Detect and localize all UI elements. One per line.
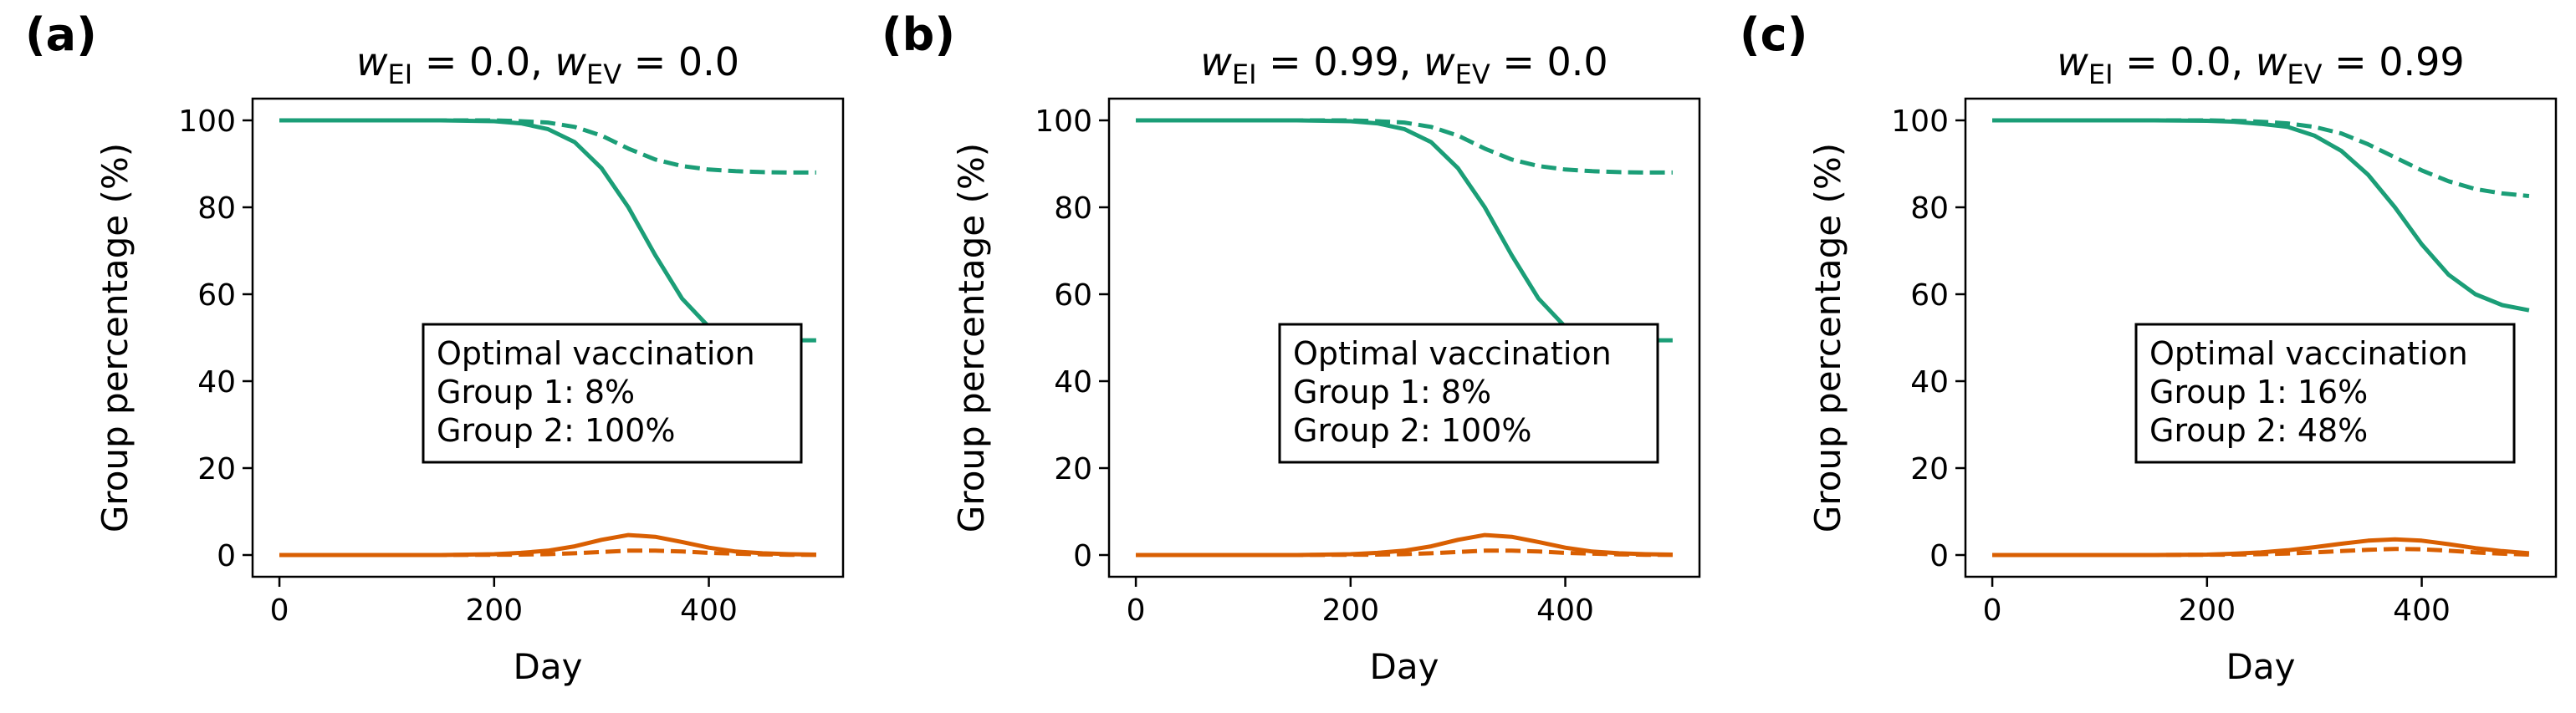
plot-area — [1992, 118, 2530, 558]
series-line-green-dashed — [1992, 118, 2530, 198]
series-line-orange-solid — [1136, 532, 1673, 558]
x-tick-label: 400 — [2393, 593, 2451, 628]
chart-title: wEI = 0.0, wEV = 0.99 — [2057, 39, 2464, 90]
series-line-green-dashed — [1136, 118, 1673, 175]
panel-label: (b) — [882, 8, 955, 61]
y-tick-label: 60 — [1054, 278, 1092, 313]
y-tick-label: 40 — [1054, 365, 1092, 400]
x-tick-label: 200 — [1321, 593, 1379, 628]
chart-panel-1: (a) wEI = 0.0, wEV = 0.0 0 20 40 60 80 100 0 200 4… — [25, 8, 845, 687]
y-tick-label: 0 — [1073, 539, 1092, 573]
series-line-green-solid — [1992, 118, 2530, 313]
x-tick-label: 0 — [1983, 593, 2002, 628]
y-tick-label: 80 — [1910, 191, 1949, 226]
series-line-orange-solid — [279, 532, 816, 558]
y-axis-label: Group percentage (%) — [95, 143, 135, 532]
y-tick-label: 80 — [197, 191, 236, 226]
x-tick-label: 400 — [1536, 593, 1594, 628]
x-tick-label: 0 — [270, 593, 289, 628]
y-tick-label: 100 — [1891, 104, 1949, 139]
x-tick-label: 400 — [680, 593, 738, 628]
series-line-green-dashed — [279, 118, 816, 175]
series-line-green-solid — [1136, 118, 1673, 343]
chart-title: wEI = 0.0, wEV = 0.0 — [356, 39, 739, 90]
y-axis-label: Group percentage (%) — [951, 143, 992, 532]
axes-frame — [251, 97, 845, 578]
annotation-line: Group 2: 100% — [1293, 412, 1531, 449]
panel-label: (c) — [1740, 8, 1807, 61]
chart-panel-3: (c) wEI = 0.0, wEV = 0.99 0 20 40 60 80 100 0 200… — [1740, 8, 2558, 687]
x-tick-label: 200 — [465, 593, 523, 628]
y-tick-label: 0 — [1929, 539, 1949, 573]
y-tick-label: 80 — [1054, 191, 1092, 226]
y-tick-label: 20 — [1054, 452, 1092, 486]
y-tick-label: 60 — [197, 278, 236, 313]
panel-label: (a) — [25, 8, 97, 61]
annotation-frame — [2134, 323, 2516, 464]
y-axis-label: Group percentage (%) — [1807, 143, 1848, 532]
annotation-line: Optimal vaccination — [437, 335, 755, 372]
annotation-frame — [1278, 323, 1659, 464]
series-line-orange-dashed — [279, 548, 816, 558]
x-axis-label: Day — [1370, 646, 1439, 687]
annotation-line: Group 1: 16% — [2149, 374, 2368, 410]
y-tick-label: 20 — [1910, 452, 1949, 486]
y-tick-label: 60 — [1910, 278, 1949, 313]
series-line-green-solid — [279, 118, 816, 343]
axes-frame — [1107, 97, 1701, 578]
annotation-line: Optimal vaccination — [2149, 335, 2468, 372]
axes-frame — [1964, 97, 2558, 578]
y-tick-label: 20 — [197, 452, 236, 486]
y-tick-label: 40 — [197, 365, 236, 400]
annotation-frame — [422, 323, 803, 464]
x-axis-label: Day — [2226, 646, 2296, 687]
x-tick-label: 200 — [2178, 593, 2236, 628]
annotation-line: Group 1: 8% — [1293, 374, 1491, 410]
series-line-orange-dashed — [1136, 548, 1673, 558]
x-tick-label: 0 — [1127, 593, 1146, 628]
y-tick-label: 40 — [1910, 365, 1949, 400]
x-axis-label: Day — [514, 646, 583, 687]
y-tick-label: 0 — [217, 539, 236, 573]
annotation-line: Group 1: 8% — [437, 374, 635, 410]
annotation-line: Optimal vaccination — [1293, 335, 1612, 372]
chart-panel-2: (b) wEI = 0.99, wEV = 0.0 0 20 40 60 80 100 0 200… — [882, 8, 1701, 687]
chart-title: wEI = 0.99, wEV = 0.0 — [1200, 39, 1607, 90]
annotation-line: Group 2: 100% — [437, 412, 675, 449]
annotation-line: Group 2: 48% — [2149, 412, 2368, 449]
y-tick-label: 100 — [1035, 104, 1092, 139]
y-tick-label: 100 — [178, 104, 236, 139]
series-line-orange-dashed — [1992, 547, 2529, 558]
